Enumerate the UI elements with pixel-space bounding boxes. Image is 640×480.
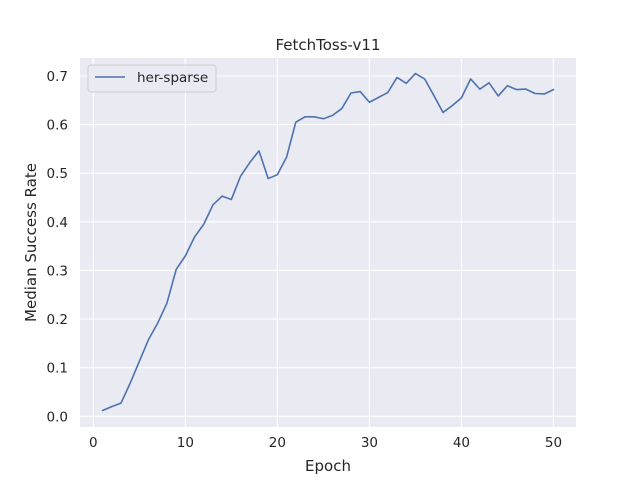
legend: her-sparse — [87, 64, 217, 93]
x-axis-ticks: 0 10 20 30 40 50 — [89, 435, 562, 451]
series-layer — [101, 72, 555, 412]
x-tick-label: 10 — [177, 435, 194, 451]
y-tick-label: 0.5 — [47, 166, 68, 182]
plot-background — [80, 58, 576, 427]
x-tick-label: 20 — [269, 435, 286, 451]
x-tick-label: 40 — [453, 435, 470, 451]
x-axis-label: Epoch — [305, 457, 351, 475]
y-tick-label: 0.7 — [47, 69, 68, 85]
chart-title: FetchToss-v11 — [275, 36, 380, 54]
y-axis-ticks: 0.0 0.1 0.2 0.3 0.4 0.5 0.6 0.7 — [47, 69, 68, 425]
y-axis-label: Median Success Rate — [22, 163, 40, 322]
legend-box — [87, 64, 217, 93]
y-tick-label: 0.3 — [47, 263, 68, 279]
y-tick-label: 0.2 — [47, 312, 68, 328]
y-tick-label: 0.1 — [47, 361, 68, 377]
y-tick-label: 0.0 — [47, 409, 68, 425]
x-tick-label: 50 — [545, 435, 562, 451]
series-line-her-sparse — [101, 72, 555, 412]
y-tick-label: 0.4 — [47, 215, 68, 231]
legend-label-her-sparse: her-sparse — [137, 70, 208, 86]
y-tick-label: 0.6 — [47, 118, 68, 134]
x-tick-label: 0 — [89, 435, 98, 451]
x-tick-label: 30 — [361, 435, 378, 451]
grid-lines — [80, 58, 576, 427]
